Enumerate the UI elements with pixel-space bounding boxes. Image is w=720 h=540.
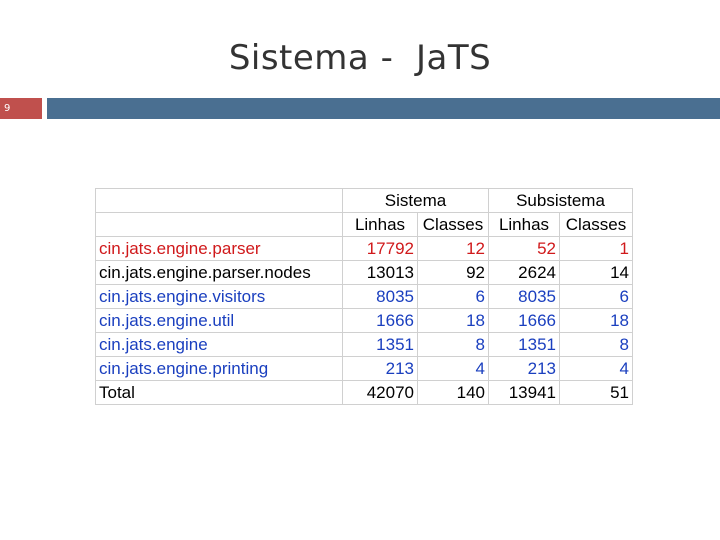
column-header: Linhas (342, 212, 418, 237)
sistema-linhas-cell: 213 (342, 356, 418, 381)
table-column-header-row: Linhas Classes Linhas Classes (95, 212, 633, 237)
sistema-classes-cell: 6 (417, 284, 489, 309)
subsistema-linhas-cell: 8035 (488, 284, 560, 309)
package-name-cell: cin.jats.engine.parser.nodes (95, 260, 343, 285)
column-header: Classes (417, 212, 489, 237)
package-name-cell: cin.jats.engine.util (95, 308, 343, 333)
table-row: cin.jats.engine.util 1666 18 1666 18 (95, 308, 633, 333)
data-table: Sistema Subsistema Linhas Classes Linhas… (95, 188, 633, 405)
subsistema-classes-cell: 1 (559, 236, 633, 261)
subsistema-linhas-cell: 52 (488, 236, 560, 261)
table-row: cin.jats.engine.parser 17792 12 52 1 (95, 236, 633, 261)
sistema-linhas-cell: 13013 (342, 260, 418, 285)
table-row: cin.jats.engine.visitors 8035 6 8035 6 (95, 284, 633, 309)
column-header: Classes (559, 212, 633, 237)
table-row: cin.jats.engine 1351 8 1351 8 (95, 332, 633, 357)
title-bar (47, 98, 720, 119)
subsistema-linhas-cell: 1666 (488, 308, 560, 333)
subsistema-linhas-cell: 13941 (488, 380, 560, 405)
subsistema-classes-cell: 51 (559, 380, 633, 405)
subsistema-linhas-cell: 1351 (488, 332, 560, 357)
subsistema-classes-cell: 14 (559, 260, 633, 285)
sistema-classes-cell: 140 (417, 380, 489, 405)
table-row: cin.jats.engine.parser.nodes 13013 92 26… (95, 260, 633, 285)
package-name-cell: cin.jats.engine (95, 332, 343, 357)
sistema-linhas-cell: 17792 (342, 236, 418, 261)
package-name-cell: cin.jats.engine.printing (95, 356, 343, 381)
table-group-header-row: Sistema Subsistema (95, 188, 633, 213)
sistema-linhas-cell: 8035 (342, 284, 418, 309)
subsistema-linhas-cell: 213 (488, 356, 560, 381)
package-name-cell: cin.jats.engine.visitors (95, 284, 343, 309)
slide-title: Sistema - JaTS (228, 38, 492, 78)
subsistema-classes-cell: 18 (559, 308, 633, 333)
sistema-linhas-cell: 42070 (342, 380, 418, 405)
column-header: Linhas (488, 212, 560, 237)
subsistema-classes-cell: 8 (559, 332, 633, 357)
sistema-classes-cell: 8 (417, 332, 489, 357)
slide-number: 9 (0, 98, 42, 119)
group-header-sistema: Sistema (342, 188, 489, 213)
group-header-subsistema: Subsistema (488, 188, 633, 213)
sistema-classes-cell: 92 (417, 260, 489, 285)
table-corner-cell (95, 212, 343, 237)
table-corner-cell (95, 188, 343, 213)
table-row-total: Total 42070 140 13941 51 (95, 380, 633, 405)
package-name-cell: Total (95, 380, 343, 405)
subsistema-classes-cell: 6 (559, 284, 633, 309)
package-name-cell: cin.jats.engine.parser (95, 236, 343, 261)
sistema-classes-cell: 4 (417, 356, 489, 381)
subsistema-classes-cell: 4 (559, 356, 633, 381)
sistema-classes-cell: 12 (417, 236, 489, 261)
sistema-classes-cell: 18 (417, 308, 489, 333)
sistema-linhas-cell: 1666 (342, 308, 418, 333)
sistema-linhas-cell: 1351 (342, 332, 418, 357)
table-row: cin.jats.engine.printing 213 4 213 4 (95, 356, 633, 381)
subsistema-linhas-cell: 2624 (488, 260, 560, 285)
